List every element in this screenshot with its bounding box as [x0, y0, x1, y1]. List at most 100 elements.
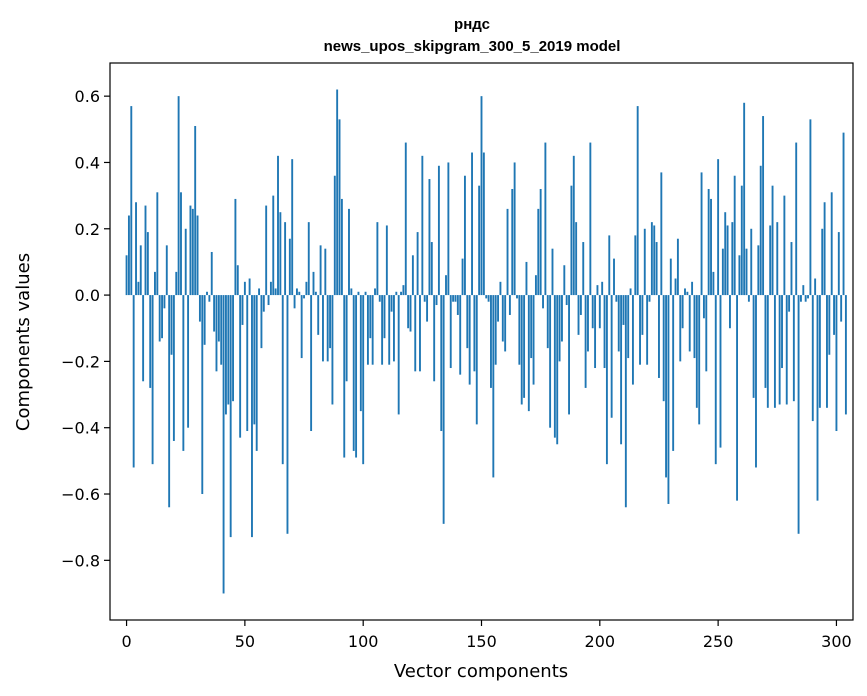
bar [428, 179, 431, 296]
bar [352, 295, 355, 451]
bar [137, 281, 140, 296]
y-tick-label: −0.2 [61, 352, 100, 371]
bar [146, 232, 149, 296]
bar [516, 295, 518, 299]
bar [430, 242, 433, 296]
bar [551, 248, 554, 296]
bar [475, 295, 478, 425]
bar [459, 295, 462, 375]
bar [369, 295, 372, 339]
bar [830, 192, 833, 296]
bar [795, 142, 798, 296]
bar [534, 275, 537, 296]
bar [719, 295, 722, 448]
bar [258, 288, 261, 296]
bar [442, 295, 445, 524]
bar [807, 295, 809, 299]
bar [284, 222, 287, 296]
bar [135, 202, 137, 296]
y-tick-label: 0.2 [75, 220, 100, 239]
bar [837, 232, 840, 296]
bar [210, 251, 213, 296]
bar [421, 155, 424, 296]
bar [426, 295, 429, 322]
bar [736, 295, 738, 501]
bar [132, 295, 135, 468]
bar [343, 295, 346, 458]
bar [139, 245, 142, 296]
bar [558, 295, 561, 362]
bar [816, 295, 819, 501]
bar [686, 291, 689, 296]
bar [672, 295, 675, 451]
bar [366, 295, 369, 365]
bar [620, 295, 623, 445]
bar [376, 222, 379, 296]
bar [565, 295, 568, 306]
bar [338, 119, 341, 296]
bar [322, 295, 324, 362]
bar [764, 295, 767, 388]
bar [721, 248, 724, 296]
bar [196, 215, 199, 296]
chart-subtitle: news_upos_skipgram_300_5_2019 model [324, 38, 621, 55]
y-tick-label: 0.4 [75, 153, 100, 172]
bar [267, 295, 270, 306]
bar [494, 295, 497, 365]
bar [253, 295, 256, 425]
bar [627, 295, 630, 359]
bar [570, 185, 573, 296]
bar [544, 142, 547, 296]
bar [667, 295, 670, 504]
bar [542, 295, 544, 309]
bar [151, 295, 154, 465]
bar [527, 295, 530, 412]
bar [255, 295, 258, 451]
bar [492, 295, 495, 478]
bar [769, 225, 772, 296]
bar [319, 245, 322, 296]
bar [804, 295, 807, 302]
bar [833, 295, 836, 335]
y-tick-label: 0.0 [75, 286, 100, 305]
bar [371, 295, 374, 365]
bar [381, 295, 384, 365]
bar [726, 225, 729, 296]
x-tick-label: 100 [348, 632, 379, 651]
bar [419, 295, 421, 372]
bar [577, 295, 580, 335]
bar [340, 198, 343, 296]
bar [747, 295, 750, 302]
bar [390, 295, 393, 312]
bar [705, 295, 708, 372]
bar [189, 205, 192, 296]
bar [466, 295, 469, 349]
bar [669, 258, 672, 296]
bar [662, 295, 665, 402]
bar [236, 265, 239, 296]
bar [781, 295, 783, 369]
y-tick-label: −0.4 [61, 419, 100, 438]
bar [788, 295, 791, 312]
bar [393, 295, 395, 362]
bar [400, 291, 402, 296]
bar [452, 295, 455, 302]
bar [281, 295, 284, 465]
bar [300, 295, 303, 359]
bar [357, 291, 360, 296]
bar [433, 295, 436, 382]
y-tick-label: 0.6 [75, 87, 100, 106]
bar [437, 165, 440, 296]
bar [473, 295, 476, 372]
bar [710, 198, 712, 296]
bar [298, 291, 301, 296]
bar [194, 125, 197, 296]
bar [658, 295, 660, 378]
bar [239, 295, 242, 438]
x-axis-label: Vector components [394, 661, 568, 682]
bar [246, 295, 249, 432]
bar [641, 295, 644, 335]
bar [440, 295, 443, 432]
bar [835, 295, 838, 432]
